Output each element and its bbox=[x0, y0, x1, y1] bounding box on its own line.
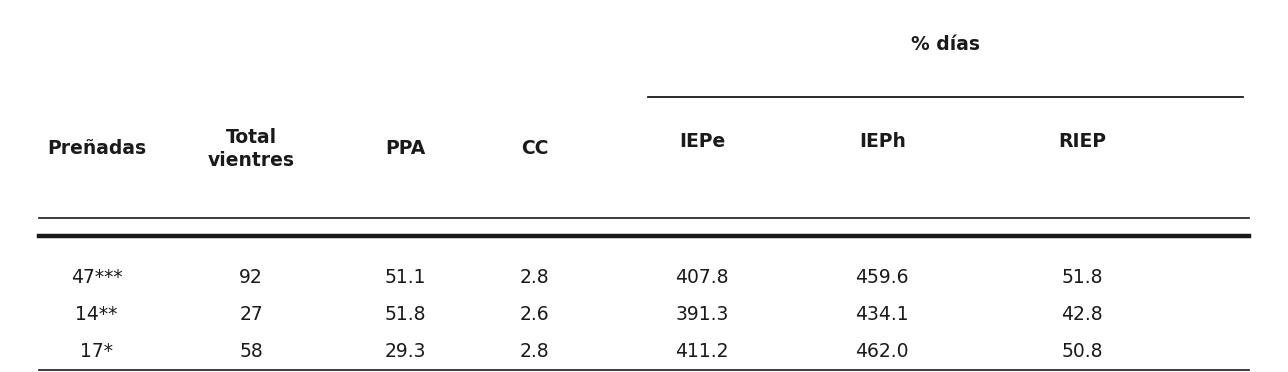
Text: 42.8: 42.8 bbox=[1061, 305, 1103, 324]
Text: 462.0: 462.0 bbox=[855, 342, 909, 361]
Text: 2.8: 2.8 bbox=[519, 342, 550, 361]
Text: 50.8: 50.8 bbox=[1061, 342, 1103, 361]
Text: % días: % días bbox=[911, 35, 980, 54]
Text: 2.8: 2.8 bbox=[519, 267, 550, 287]
Text: 391.3: 391.3 bbox=[675, 305, 729, 324]
Text: 411.2: 411.2 bbox=[675, 342, 729, 361]
Text: 14**: 14** bbox=[76, 305, 117, 324]
Text: 2.6: 2.6 bbox=[519, 305, 550, 324]
Text: IEPh: IEPh bbox=[859, 132, 905, 151]
Text: 47***: 47*** bbox=[71, 267, 122, 287]
Text: CC: CC bbox=[520, 139, 549, 158]
Text: IEPe: IEPe bbox=[679, 132, 725, 151]
Text: 27: 27 bbox=[240, 305, 263, 324]
Text: Total
vientres: Total vientres bbox=[207, 128, 295, 170]
Text: 51.8: 51.8 bbox=[385, 305, 426, 324]
Text: RIEP: RIEP bbox=[1057, 132, 1106, 151]
Text: Preñadas: Preñadas bbox=[48, 139, 146, 158]
Text: 434.1: 434.1 bbox=[855, 305, 909, 324]
Text: 17*: 17* bbox=[80, 342, 113, 361]
Text: 51.8: 51.8 bbox=[1061, 267, 1103, 287]
Text: 58: 58 bbox=[240, 342, 263, 361]
Text: PPA: PPA bbox=[385, 139, 426, 158]
Text: 407.8: 407.8 bbox=[675, 267, 729, 287]
Text: 92: 92 bbox=[240, 267, 263, 287]
Text: 459.6: 459.6 bbox=[855, 267, 909, 287]
Text: 29.3: 29.3 bbox=[385, 342, 426, 361]
Text: 51.1: 51.1 bbox=[385, 267, 426, 287]
